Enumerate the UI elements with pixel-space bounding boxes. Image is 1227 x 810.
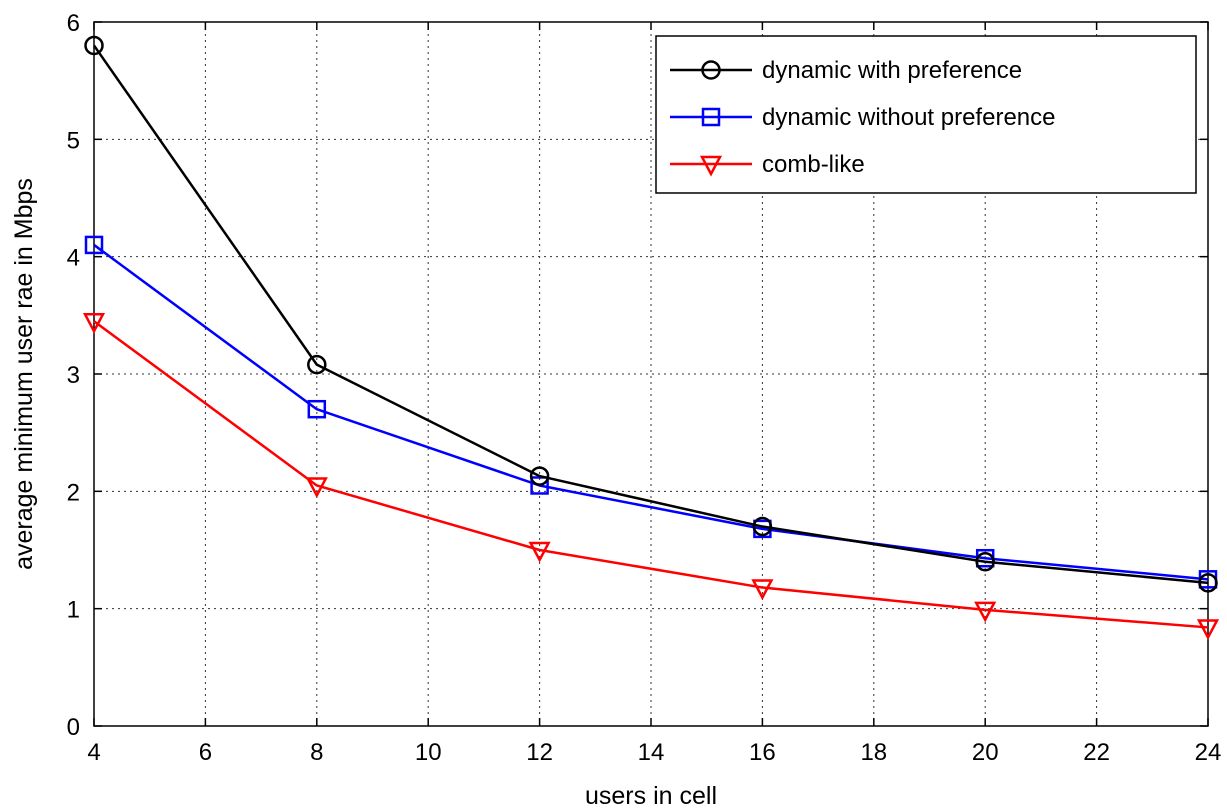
data-point-marker (82, 312, 106, 334)
data-point-marker (305, 477, 328, 499)
x-tick-label: 22 (1083, 739, 1110, 766)
legend-label: dynamic with preference (762, 57, 1022, 84)
data-point-marker (84, 35, 104, 56)
data-point-marker (307, 354, 327, 375)
y-tick-label: 3 (67, 362, 80, 389)
data-point-marker (529, 466, 550, 486)
x-tick-label: 12 (526, 739, 553, 766)
legend-box (655, 35, 1197, 194)
x-tick-label: 10 (415, 739, 442, 766)
x-tick-label: 20 (972, 739, 999, 766)
data-point-marker (751, 579, 774, 601)
x-tick-label: 4 (87, 739, 100, 766)
series-line (92, 44, 1209, 585)
y-axis-title: average minimum user rae in Mbps (10, 178, 38, 570)
legend-marker (699, 155, 723, 177)
data-point-marker (528, 541, 551, 563)
data-point-marker (974, 601, 997, 623)
series-3 (82, 312, 1220, 641)
y-tick-label: 1 (67, 597, 80, 624)
y-tick-label: 5 (67, 127, 80, 154)
x-tick-label: 8 (310, 739, 323, 766)
y-tick-label: 4 (67, 245, 80, 272)
legend-entry: comb-like (670, 151, 865, 178)
series-line (93, 320, 1209, 629)
data-point-marker (752, 516, 773, 537)
legend-marker (701, 107, 721, 127)
x-tick-label: 18 (860, 739, 887, 766)
legend-label: comb-like (762, 151, 865, 178)
legend: dynamic with preference dynamic without p… (655, 35, 1197, 194)
series-lines (82, 35, 1220, 641)
data-point-marker (530, 476, 549, 495)
x-tick-label: 16 (749, 739, 776, 766)
y-tick-label: 0 (67, 714, 80, 741)
x-tick-label: 14 (638, 739, 665, 766)
x-axis-title: users in cell (585, 782, 717, 810)
legend-entry: dynamic with preference (670, 57, 1022, 84)
legend-marker (701, 60, 721, 80)
series-1 (84, 35, 1218, 593)
data-point-marker (84, 235, 104, 255)
data-point-marker (307, 399, 327, 419)
x-tick-label: 6 (199, 739, 212, 766)
legend-label: dynamic without preference (762, 104, 1055, 131)
y-tick-label: 2 (67, 479, 80, 506)
data-point-marker (1198, 573, 1218, 593)
series-line (93, 243, 1209, 581)
data-point-marker (1196, 619, 1220, 641)
x-tick-label: 24 (1195, 739, 1222, 766)
legend-entry: dynamic without preference (670, 104, 1055, 131)
data-point-marker (975, 551, 995, 572)
y-tick-label: 6 (67, 10, 80, 37)
